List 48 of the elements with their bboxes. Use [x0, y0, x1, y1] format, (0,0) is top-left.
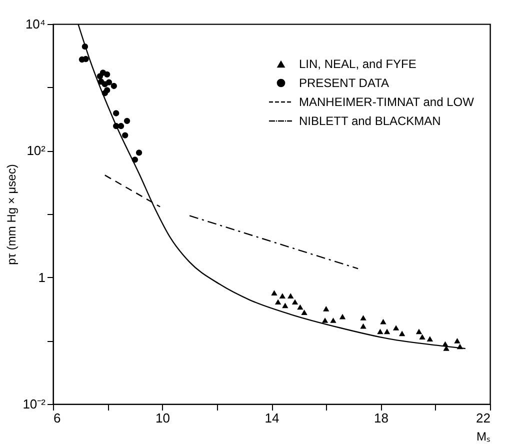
- point: [392, 325, 400, 330]
- point: [384, 328, 390, 334]
- point: [288, 293, 294, 299]
- point: [377, 328, 384, 334]
- y-tick-label: 1: [38, 270, 46, 285]
- point: [279, 293, 286, 299]
- point: [136, 150, 142, 156]
- point: [102, 81, 108, 88]
- point: [122, 132, 128, 138]
- x-tick-label: 22: [476, 410, 490, 426]
- point: [398, 330, 406, 336]
- point: [110, 82, 117, 90]
- x-tick-label: 14: [264, 410, 280, 426]
- y-axis-title: pτ (mm Hg × μsec): [4, 164, 19, 265]
- point: [360, 323, 366, 329]
- point: [292, 299, 298, 305]
- point: [454, 338, 460, 344]
- point: [297, 304, 304, 310]
- point: [118, 122, 124, 130]
- point: [330, 318, 336, 323]
- legend-label: PRESENT DATA: [299, 76, 390, 90]
- legend-label: MANHEIMER-TIMNAT and LOW: [299, 95, 475, 109]
- x-tick-label: 18: [374, 410, 388, 426]
- point: [271, 290, 278, 296]
- point: [301, 310, 308, 316]
- y-tick-label: 10⁴: [25, 16, 46, 32]
- point: [282, 302, 288, 308]
- point: [113, 110, 120, 116]
- legend-label: NIBLETT and BLACKMAN: [299, 114, 441, 128]
- legend-label: LIN, NEAL, and FYFE: [299, 57, 416, 71]
- point: [416, 328, 422, 334]
- point: [82, 56, 89, 62]
- point: [96, 73, 104, 80]
- x-tick-label: 6: [54, 410, 61, 426]
- point: [426, 336, 433, 342]
- point: [419, 334, 426, 340]
- y-tick-label: 10⁻²: [22, 396, 46, 412]
- point: [274, 299, 282, 305]
- point: [124, 118, 130, 124]
- point: [339, 314, 346, 320]
- x-tick-label: 10: [156, 410, 170, 426]
- point: [323, 306, 330, 312]
- point: [322, 318, 328, 323]
- x-axis-title: Mₛ: [476, 430, 490, 444]
- point: [104, 71, 110, 78]
- point: [360, 315, 366, 320]
- y-tick-label: 10²: [26, 143, 46, 158]
- point: [380, 318, 386, 324]
